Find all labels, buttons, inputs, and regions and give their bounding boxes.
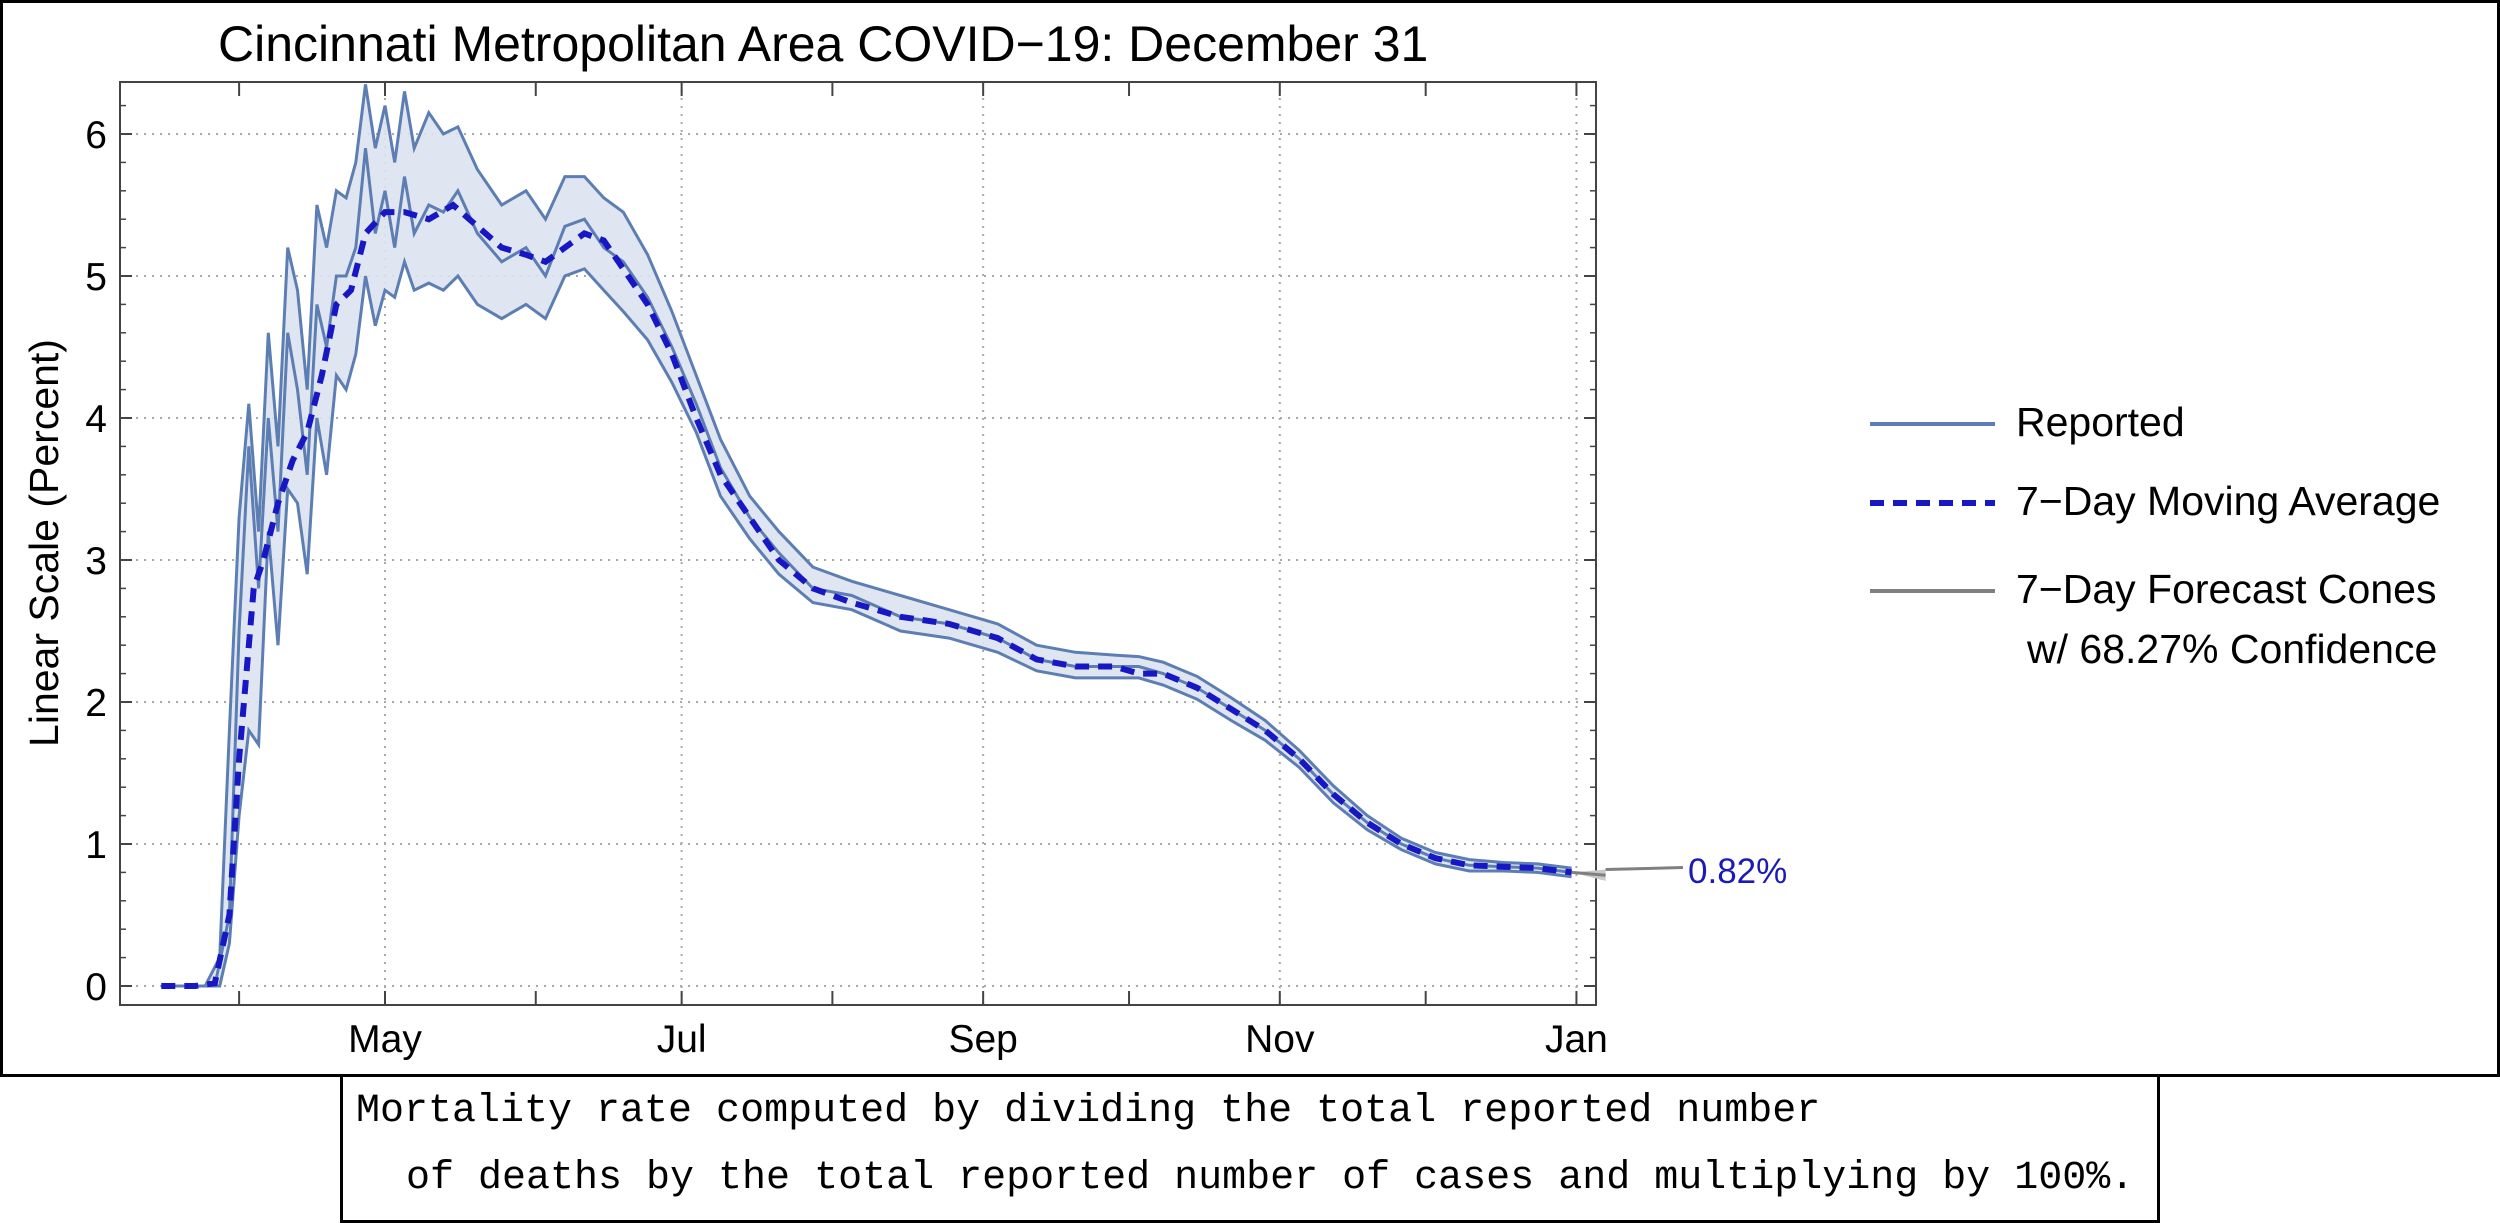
footnote-box: Mortality rate computed by dividing the … [340, 1077, 2160, 1223]
y-tick-label: 1 [85, 824, 107, 867]
series-lines [161, 148, 1572, 989]
legend-item-reported: Reported [1870, 399, 2185, 445]
axes: 0 1 2 3 4 5 6 May Jul Sep Nov Jan [85, 82, 1608, 1061]
x-tick-label: Jan [1545, 1018, 1608, 1061]
chart-title: Cincinnati Metropolitan Area COVID−19: D… [218, 16, 1428, 72]
footnote-line-2: of deaths by the total reported number o… [406, 1156, 2135, 1201]
x-tick-label: Nov [1245, 1018, 1315, 1061]
x-tick-label: Jul [657, 1018, 707, 1061]
y-axis-label: Linear Scale (Percent) [21, 339, 67, 747]
confidence-band-upper-line [161, 84, 1572, 988]
legend-label-reported: Reported [2016, 399, 2185, 445]
legend: Reported 7−Day Moving Average 7−Day Fore… [1870, 399, 2440, 672]
y-tick-label: 4 [85, 398, 107, 441]
x-tick-label: Sep [948, 1018, 1017, 1061]
y-tick-label: 6 [85, 114, 107, 157]
legend-label-moving-average: 7−Day Moving Average [2016, 478, 2440, 524]
grid-lines [120, 82, 1596, 1005]
forecast-cone [1571, 866, 1684, 881]
y-tick-label: 2 [85, 682, 107, 725]
y-tick-label: 3 [85, 540, 107, 583]
chart-svg: 0 1 2 3 4 5 6 May Jul Sep Nov Jan Cincinnati Metrop… [21, 16, 2440, 1061]
legend-label-forecast-cones: 7−Day Forecast Cones [2016, 566, 2436, 612]
plot-area-border [119, 81, 1597, 1006]
legend-item-moving-average: 7−Day Moving Average [1870, 478, 2440, 524]
forecast-annotation-leader [1605, 866, 1684, 872]
confidence-band-area [161, 84, 1572, 987]
reported-line [161, 148, 1572, 988]
x-tick-label: May [348, 1018, 422, 1061]
forecast-cone-line [1571, 870, 1606, 877]
forecast-value-annotation: 0.82% [1688, 852, 1787, 891]
moving-average-line [161, 201, 1572, 989]
footnote-line-1: Mortality rate computed by dividing the … [356, 1089, 1821, 1134]
confidence-band [161, 84, 1572, 988]
y-tick-label: 0 [85, 966, 107, 1009]
legend-label-forecast-confidence: w/ 68.27% Confidence [2026, 626, 2437, 672]
legend-item-forecast-cones: 7−Day Forecast Cones w/ 68.27% Confidenc… [1870, 566, 2437, 672]
confidence-band-lower-line [161, 256, 1572, 988]
y-tick-label: 5 [85, 256, 107, 299]
chart-frame: 0 1 2 3 4 5 6 May Jul Sep Nov Jan Cincinnati Metrop… [0, 0, 2500, 1077]
